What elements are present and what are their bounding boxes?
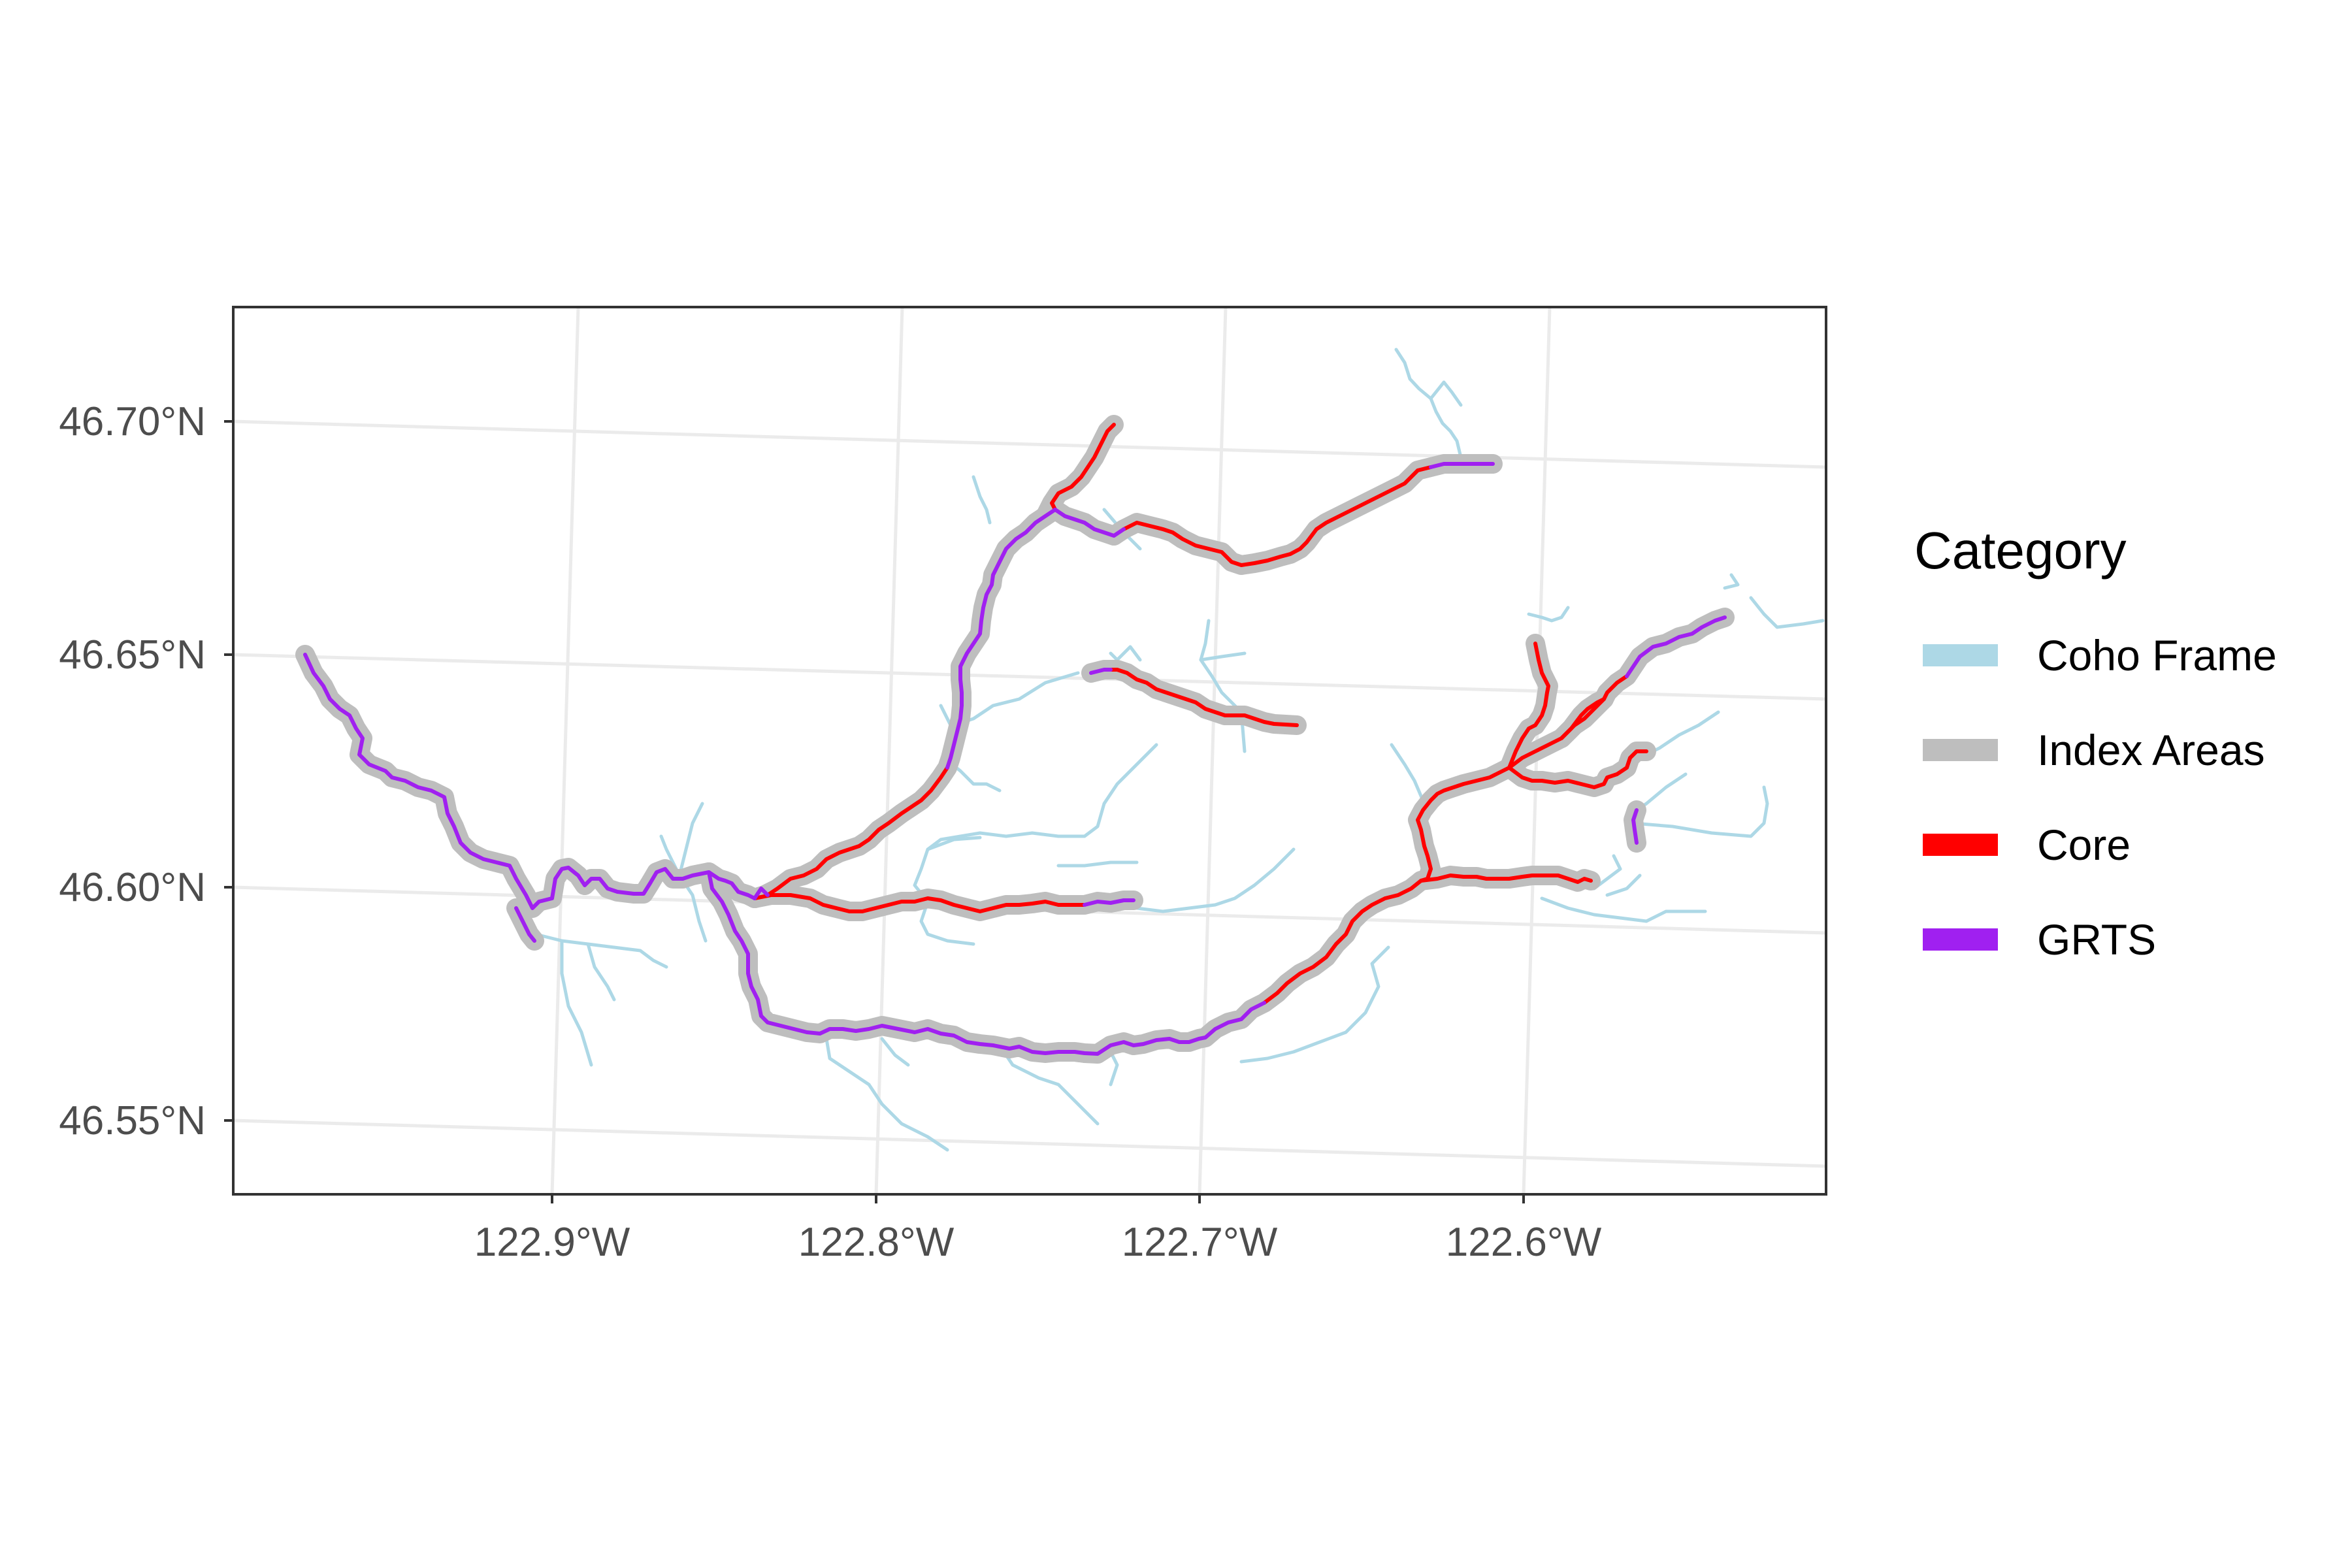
coho-frame-stream bbox=[1239, 945, 1390, 1064]
core-segment bbox=[753, 893, 1086, 913]
grts-segment bbox=[1625, 615, 1727, 678]
grts-segment bbox=[1083, 898, 1135, 907]
coho-frame-stream bbox=[586, 942, 616, 1002]
coho-frame-stream bbox=[1390, 743, 1426, 806]
x-tick-label: 122.9°W bbox=[474, 1220, 630, 1265]
core-segment bbox=[1122, 465, 1433, 567]
grid-line-lat-4670 bbox=[233, 419, 1827, 469]
coho-frame-stream bbox=[1109, 1050, 1119, 1086]
grts-segment bbox=[1429, 462, 1495, 469]
legend-item-core: Core bbox=[1923, 821, 2131, 869]
grts-segment bbox=[303, 653, 757, 910]
y-axis: 46.70°N 46.65°N 46.60°N 46.55°N bbox=[59, 399, 233, 1143]
grid-line-lon-1229 bbox=[550, 306, 580, 1195]
legend-label-index-areas: Index Areas bbox=[2037, 726, 2265, 774]
legend-label-core: Core bbox=[2037, 821, 2131, 869]
x-axis: 122.9°W 122.8°W 122.7°W 122.6°W bbox=[474, 1194, 1602, 1265]
legend-title: Category bbox=[1914, 521, 2127, 580]
x-tick-label: 122.8°W bbox=[798, 1220, 955, 1265]
coho-frame-stream bbox=[1527, 606, 1570, 623]
y-tick-label: 46.55°N bbox=[59, 1098, 206, 1143]
coho-frame-stream bbox=[1056, 860, 1139, 868]
core-segment bbox=[1507, 749, 1648, 789]
coho-frame-stream bbox=[1109, 645, 1142, 662]
grid-line-lat-4665 bbox=[233, 653, 1827, 701]
grts-segment bbox=[753, 887, 770, 900]
x-tick-label: 122.6°W bbox=[1446, 1220, 1602, 1265]
coho-frame-stream bbox=[1540, 896, 1707, 923]
y-tick-label: 46.60°N bbox=[59, 865, 206, 910]
legend-key-index-areas bbox=[1923, 739, 1998, 761]
grts-segment bbox=[1631, 808, 1639, 845]
coho-frame-stream bbox=[880, 1037, 910, 1067]
core-segment bbox=[1507, 642, 1550, 770]
legend-item-index-areas: Index Areas bbox=[1923, 726, 2265, 774]
coho-frame-stream bbox=[1592, 854, 1622, 890]
core-segment bbox=[1560, 674, 1629, 740]
legend: Category Coho Frame Index Areas Core GRT… bbox=[1914, 521, 2277, 964]
coho-frame-stream bbox=[1631, 785, 1769, 838]
core-segment bbox=[1109, 668, 1299, 727]
coho-frame-stream bbox=[972, 475, 992, 525]
panel-border bbox=[232, 306, 1827, 1196]
coho-frame-stream bbox=[1135, 847, 1296, 913]
grts-segments bbox=[303, 462, 1727, 1056]
core-segment bbox=[1262, 766, 1511, 1005]
core-segment bbox=[766, 766, 949, 897]
coho-frame-stream bbox=[998, 1043, 1100, 1126]
legend-key-coho-frame bbox=[1923, 644, 1998, 666]
coho-frame-stream bbox=[560, 939, 593, 1067]
grts-segment bbox=[945, 508, 1126, 770]
legend-label-coho-frame: Coho Frame bbox=[2037, 631, 2277, 679]
coho-frame-stream bbox=[1749, 596, 1825, 629]
grid-line-lat-4655 bbox=[233, 1119, 1827, 1168]
legend-item-grts: GRTS bbox=[1923, 915, 2156, 964]
coho-frame-stream bbox=[1723, 573, 1740, 590]
grid-line-lon-1228 bbox=[874, 306, 904, 1195]
y-tick-label: 46.70°N bbox=[59, 399, 206, 444]
legend-item-coho-frame: Coho Frame bbox=[1923, 631, 2277, 679]
coho-frame-stream bbox=[1605, 874, 1642, 897]
legend-label-grts: GRTS bbox=[2037, 915, 2156, 964]
coho-frame-stream bbox=[1394, 348, 1463, 459]
core-segment bbox=[1419, 874, 1593, 884]
coho-frame-stream bbox=[825, 1037, 949, 1152]
grts-segment bbox=[1089, 668, 1113, 675]
grts-segment bbox=[514, 906, 536, 943]
coho-frame-stream bbox=[1429, 380, 1463, 407]
coho-frame-stream bbox=[1199, 651, 1247, 662]
legend-key-grts bbox=[1923, 928, 1998, 951]
coho-frame-stream bbox=[913, 743, 1158, 946]
legend-key-core bbox=[1923, 834, 1998, 856]
core-segments bbox=[753, 423, 1648, 1005]
grts-segment bbox=[707, 870, 1266, 1056]
coho-frame-stream bbox=[926, 836, 982, 851]
core-segment bbox=[1050, 423, 1116, 512]
y-tick-label: 46.65°N bbox=[59, 632, 206, 678]
x-tick-label: 122.7°W bbox=[1122, 1220, 1278, 1265]
